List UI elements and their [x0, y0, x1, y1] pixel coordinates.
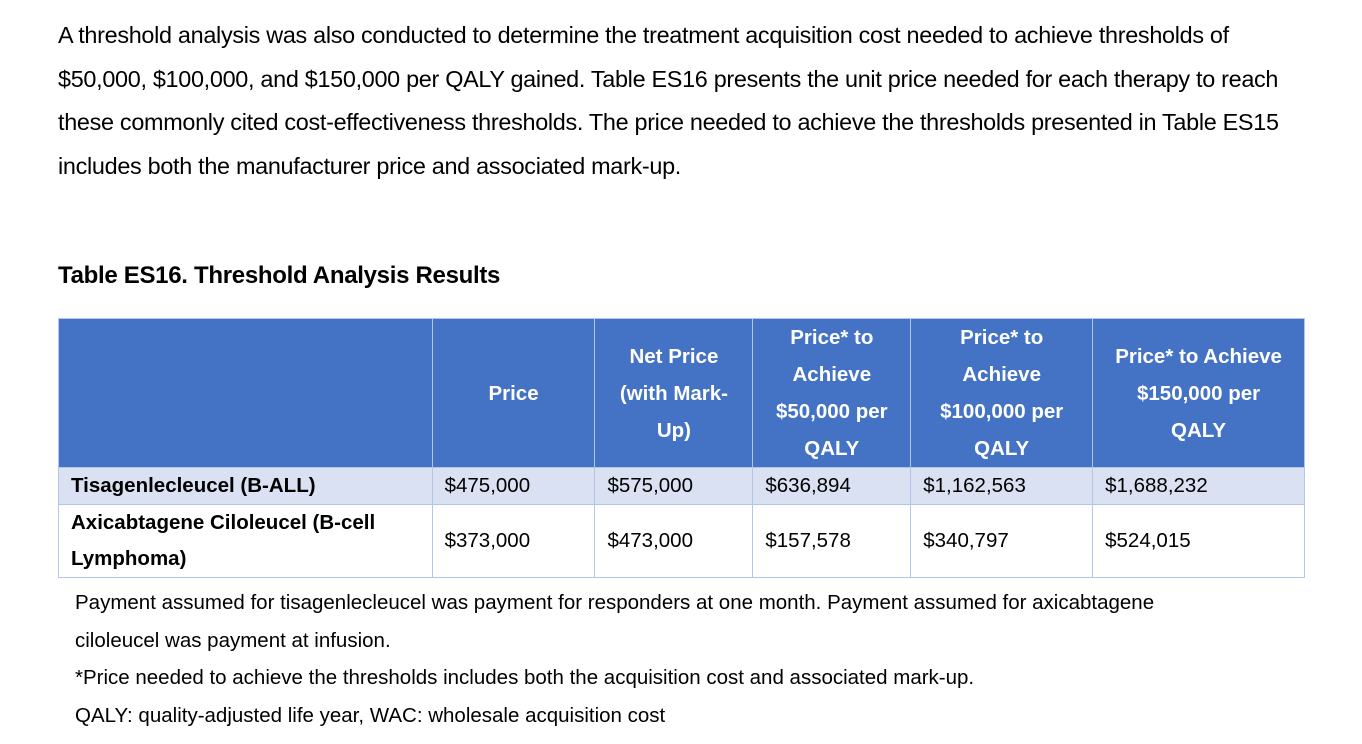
note: QALY: quality-adjusted life year, WAC: w… — [75, 703, 666, 727]
cell: $575,000 — [594, 467, 754, 505]
table: Price Net Price (with Mark-Up) Price* to A… — [58, 318, 1305, 578]
cell: $524,015 — [1092, 504, 1305, 578]
cell: $373,000 — [431, 504, 596, 578]
header-cell: Price* to Achieve $100,000 per QALY — [910, 318, 1094, 468]
table-row: Tisagenlecleucel (B-ALL) $475,000 $575,000… — [58, 467, 1305, 505]
cell: $340,797 — [910, 504, 1094, 578]
notes: Payment assumed for tisagenlecleucel was… — [75, 584, 1235, 734]
row-label: Axicabtagene Ciloleucel (B-cell Lymphoma… — [58, 504, 433, 578]
paragraph: A threshold analysis was also conducted … — [58, 22, 1279, 179]
note: *Price needed to achieve the thresholds … — [75, 666, 975, 689]
table-body: Tisagenlecleucel (B-ALL) $475,000 $575,000… — [58, 467, 1305, 578]
row-label: Tisagenlecleucel (B-ALL) — [58, 467, 433, 505]
table-row: Axicabtagene Ciloleucel (B-cell Lymphoma… — [58, 504, 1305, 578]
header-cell: Net Price (with Mark-Up) — [594, 318, 754, 468]
cell: $636,894 — [752, 467, 912, 505]
note: Payment assumed for tisagenlecleucel was… — [75, 591, 1155, 652]
header-cell — [58, 318, 433, 468]
cell: $1,688,232 — [1092, 467, 1305, 505]
header-cell: Price* to Achieve $50,000 per QALY — [752, 318, 912, 468]
table-title: Table ES16. Threshold Analysis Results — [58, 262, 501, 289]
cell: $157,578 — [752, 504, 912, 578]
header-row: Price Net Price (with Mark-Up) Price* to A… — [58, 318, 1305, 468]
cell: $475,000 — [431, 467, 596, 505]
header-cell: Price* to Achieve $150,000 per QALY — [1092, 318, 1305, 468]
header-cell: Price — [431, 318, 596, 468]
cell: $1,162,563 — [910, 467, 1094, 505]
cell: $473,000 — [594, 504, 754, 578]
